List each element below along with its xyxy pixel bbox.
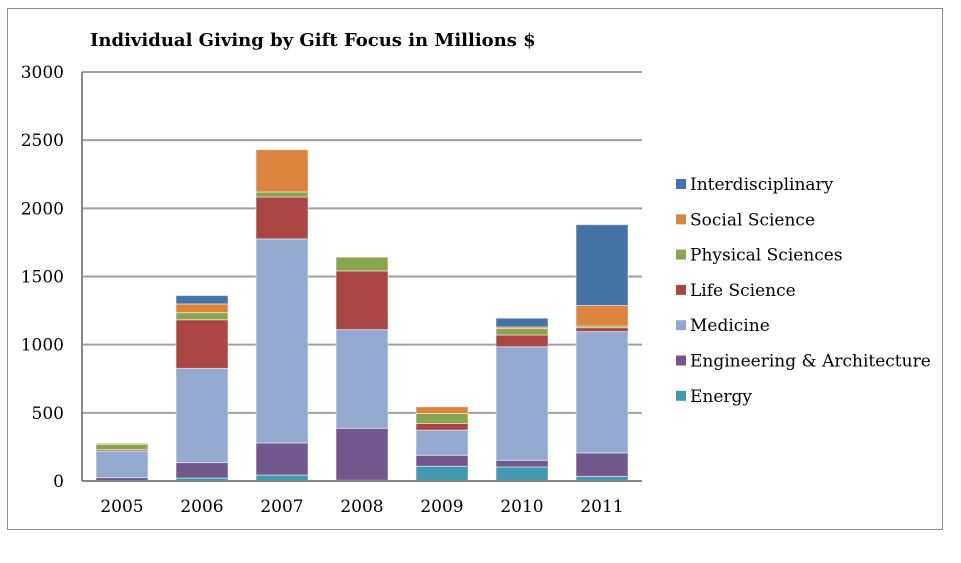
bar-segment xyxy=(175,312,229,321)
bar-segment xyxy=(415,454,469,467)
legend-label: Social Science xyxy=(690,210,815,230)
legend-label: Life Science xyxy=(690,281,796,301)
legend-item: Life Science xyxy=(676,281,796,301)
legend-swatch xyxy=(676,249,686,260)
legend-swatch xyxy=(676,179,686,189)
bar-segment xyxy=(415,422,469,431)
legend-swatch xyxy=(676,390,686,401)
x-tick-label: 2010 xyxy=(500,497,543,517)
bar-segment xyxy=(255,442,309,476)
bar-segment xyxy=(335,329,389,429)
legend-item: Medicine xyxy=(676,316,770,336)
bar-segment xyxy=(495,328,549,336)
bar-segment xyxy=(175,367,229,464)
bar-segment xyxy=(255,191,309,198)
bar-segment xyxy=(495,334,549,348)
legend-swatch xyxy=(676,284,686,295)
chart-title: Individual Giving by Gift Focus in Milli… xyxy=(90,30,536,51)
x-tick-label: 2009 xyxy=(420,497,463,517)
bar-segment xyxy=(575,327,629,333)
bar-segment xyxy=(255,238,309,444)
x-tick-label: 2005 xyxy=(100,497,143,517)
legend-item: Energy xyxy=(676,387,752,407)
bar-segment xyxy=(95,442,149,445)
bar-segment xyxy=(255,149,309,193)
x-tick-label: 2011 xyxy=(580,497,623,517)
bar-segment xyxy=(415,413,469,424)
bar-segment xyxy=(495,346,549,461)
bar-segment xyxy=(175,303,229,314)
legend-label: Interdisciplinary xyxy=(690,175,834,195)
bar-segment xyxy=(415,406,469,415)
legend-item: Social Science xyxy=(676,210,815,230)
bar-segment xyxy=(575,224,629,307)
legend-swatch xyxy=(676,320,686,331)
legend-item: Engineering & Architecture xyxy=(676,352,931,372)
legend-item: Interdisciplinary xyxy=(676,175,834,195)
bar-segment xyxy=(415,465,469,482)
legend-label: Physical Sciences xyxy=(690,246,843,266)
bar-segment xyxy=(175,319,229,369)
x-tick-label: 2007 xyxy=(260,497,303,517)
bar-segment xyxy=(415,429,469,456)
y-tick-label: 2000 xyxy=(21,199,64,219)
bar-segment xyxy=(495,459,549,468)
bar-segment xyxy=(335,256,389,272)
bar-segment xyxy=(575,331,629,454)
bar-segment xyxy=(175,462,229,479)
bar-segment xyxy=(495,317,549,328)
legend-label: Engineering & Architecture xyxy=(690,352,931,372)
y-tick-label: 500 xyxy=(32,404,64,424)
legend-label: Energy xyxy=(690,387,752,407)
x-tick-label: 2006 xyxy=(180,497,223,517)
bar-segment xyxy=(575,452,629,477)
y-tick-label: 1500 xyxy=(21,268,64,288)
legend-swatch xyxy=(676,355,686,366)
legend-label: Medicine xyxy=(690,316,770,336)
y-tick-label: 0 xyxy=(53,472,64,492)
bar-segment xyxy=(575,305,629,327)
bar-segment xyxy=(95,450,149,479)
bar-segment xyxy=(335,427,389,481)
bar-segment xyxy=(495,466,549,482)
legend-swatch xyxy=(676,214,686,225)
x-tick-label: 2008 xyxy=(340,497,383,517)
legend-item: Physical Sciences xyxy=(676,246,843,266)
y-tick-label: 1000 xyxy=(21,336,64,356)
bar-segment xyxy=(335,270,389,331)
bar-segment xyxy=(175,295,229,305)
chart-frame xyxy=(7,8,943,530)
bar-segment xyxy=(95,443,149,451)
y-tick-label: 3000 xyxy=(21,63,64,83)
bar-segment xyxy=(255,196,309,240)
y-tick-label: 2500 xyxy=(21,131,64,151)
